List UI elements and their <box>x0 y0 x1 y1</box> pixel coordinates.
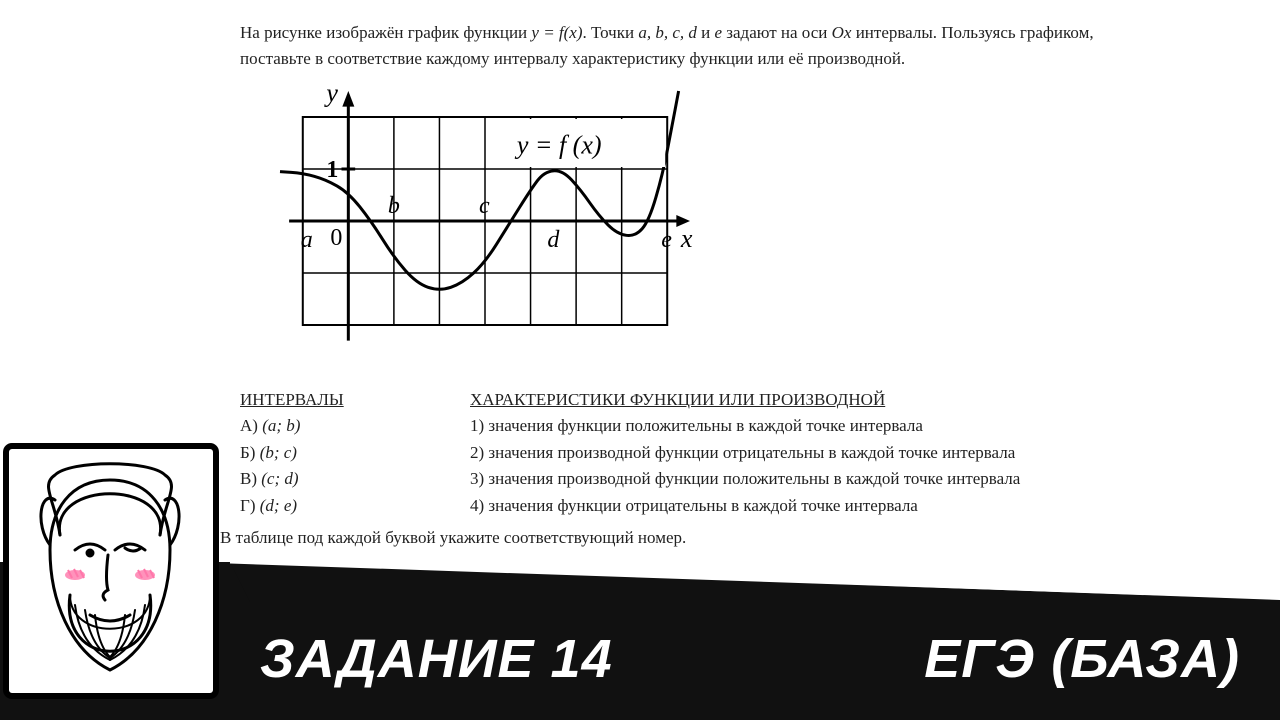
banner-title-left: ЗАДАНИЕ 14 <box>260 628 613 690</box>
problem-line-2: поставьте в соответствие каждому интерва… <box>240 46 1240 72</box>
problem-line-1: На рисунке изображён график функции y = … <box>240 20 1240 46</box>
intervals-heading: ИНТЕРВАЛЫ <box>240 387 410 413</box>
svg-text:0: 0 <box>330 225 342 251</box>
characteristic-row: 3) значения производной функции положите… <box>470 466 1240 492</box>
svg-text:y: y <box>323 81 338 107</box>
characteristic-row: 4) значения функции отрицательны в каждо… <box>470 493 1240 519</box>
svg-text:x: x <box>680 224 693 253</box>
interval-row: В) (c; d) <box>240 466 410 492</box>
svg-text:b: b <box>388 193 400 219</box>
svg-text:a: a <box>301 227 313 253</box>
function-chart: y x 1 0a b c d e y = f (x) <box>240 81 1240 379</box>
characteristic-row: 1) значения функции положительны в каждо… <box>470 413 1240 439</box>
svg-text:c: c <box>479 193 490 219</box>
philosopher-portrait-icon <box>0 440 250 720</box>
svg-text:e: e <box>661 227 672 253</box>
intervals-column: ИНТЕРВАЛЫ А) (a; b)Б) (b; c)В) (c; d)Г) … <box>240 387 410 520</box>
characteristic-row: 2) значения производной функции отрицате… <box>470 440 1240 466</box>
svg-text:1: 1 <box>326 157 338 183</box>
characteristics-column: ХАРАКТЕРИСТИКИ ФУНКЦИИ ИЛИ ПРОИЗВОДНОЙ 1… <box>470 387 1240 520</box>
footer-instruction: В таблице под каждой буквой укажите соот… <box>220 525 1240 551</box>
interval-row: Г) (d; e) <box>240 493 410 519</box>
interval-row: А) (a; b) <box>240 413 410 439</box>
banner-title-right: ЕГЭ (БАЗА) <box>924 628 1240 690</box>
svg-text:y = f (x): y = f (x) <box>514 130 602 159</box>
svg-text:d: d <box>547 227 560 253</box>
interval-row: Б) (b; c) <box>240 440 410 466</box>
matching-columns: ИНТЕРВАЛЫ А) (a; b)Б) (b; c)В) (c; d)Г) … <box>240 387 1240 520</box>
characteristics-heading: ХАРАКТЕРИСТИКИ ФУНКЦИИ ИЛИ ПРОИЗВОДНОЙ <box>470 387 1240 413</box>
problem-content: На рисунке изображён график функции y = … <box>240 20 1240 551</box>
